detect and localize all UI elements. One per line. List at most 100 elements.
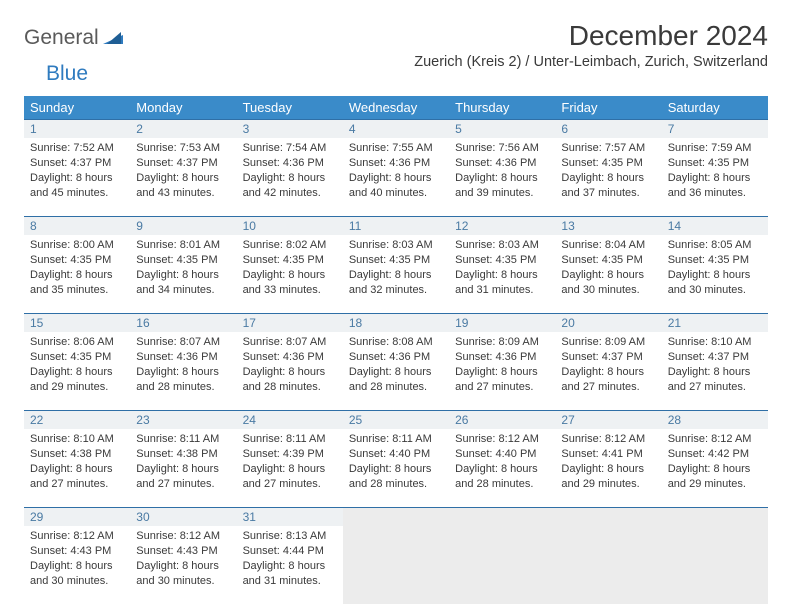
daylight-line: Daylight: 8 hours and 27 minutes. bbox=[30, 462, 124, 492]
sunrise-line: Sunrise: 8:11 AM bbox=[136, 432, 230, 447]
sunset-line: Sunset: 4:36 PM bbox=[243, 156, 337, 171]
day-cell bbox=[555, 526, 661, 604]
day-cell: Sunrise: 8:11 AMSunset: 4:38 PMDaylight:… bbox=[130, 429, 236, 507]
daylight-line: Daylight: 8 hours and 30 minutes. bbox=[668, 268, 762, 298]
week-row: Sunrise: 8:12 AMSunset: 4:43 PMDaylight:… bbox=[24, 526, 768, 604]
sunrise-line: Sunrise: 8:09 AM bbox=[455, 335, 549, 350]
daylight-line: Daylight: 8 hours and 27 minutes. bbox=[561, 365, 655, 395]
daylight-line: Daylight: 8 hours and 32 minutes. bbox=[349, 268, 443, 298]
week-row: Sunrise: 8:10 AMSunset: 4:38 PMDaylight:… bbox=[24, 429, 768, 507]
logo-text-2: Blue bbox=[24, 62, 88, 86]
sunrise-line: Sunrise: 8:11 AM bbox=[349, 432, 443, 447]
weeks-container: 1234567Sunrise: 7:52 AMSunset: 4:37 PMDa… bbox=[24, 119, 768, 604]
sunrise-line: Sunrise: 8:11 AM bbox=[243, 432, 337, 447]
daylight-line: Daylight: 8 hours and 37 minutes. bbox=[561, 171, 655, 201]
day-cell: Sunrise: 8:06 AMSunset: 4:35 PMDaylight:… bbox=[24, 332, 130, 410]
daylight-line: Daylight: 8 hours and 35 minutes. bbox=[30, 268, 124, 298]
sunset-line: Sunset: 4:35 PM bbox=[561, 253, 655, 268]
day-cell: Sunrise: 8:12 AMSunset: 4:43 PMDaylight:… bbox=[24, 526, 130, 604]
day-header: Sunday bbox=[24, 96, 130, 119]
day-header: Wednesday bbox=[343, 96, 449, 119]
day-number: 24 bbox=[237, 411, 343, 429]
title-block: December 2024 Zuerich (Kreis 2) / Unter-… bbox=[414, 20, 768, 70]
day-cell: Sunrise: 8:04 AMSunset: 4:35 PMDaylight:… bbox=[555, 235, 661, 313]
day-cell: Sunrise: 8:02 AMSunset: 4:35 PMDaylight:… bbox=[237, 235, 343, 313]
sunrise-line: Sunrise: 8:07 AM bbox=[243, 335, 337, 350]
daylight-line: Daylight: 8 hours and 29 minutes. bbox=[30, 365, 124, 395]
day-number: 1 bbox=[24, 120, 130, 138]
sunset-line: Sunset: 4:36 PM bbox=[349, 156, 443, 171]
sunrise-line: Sunrise: 8:03 AM bbox=[349, 238, 443, 253]
sunrise-line: Sunrise: 8:10 AM bbox=[668, 335, 762, 350]
day-number: 29 bbox=[24, 508, 130, 526]
location: Zuerich (Kreis 2) / Unter-Leimbach, Zuri… bbox=[414, 54, 768, 70]
daylight-line: Daylight: 8 hours and 45 minutes. bbox=[30, 171, 124, 201]
sunset-line: Sunset: 4:43 PM bbox=[30, 544, 124, 559]
day-number: 9 bbox=[130, 217, 236, 235]
day-number: 13 bbox=[555, 217, 661, 235]
day-number: 12 bbox=[449, 217, 555, 235]
day-cell: Sunrise: 8:11 AMSunset: 4:40 PMDaylight:… bbox=[343, 429, 449, 507]
logo: General bbox=[24, 20, 125, 50]
sunset-line: Sunset: 4:43 PM bbox=[136, 544, 230, 559]
sunrise-line: Sunrise: 7:52 AM bbox=[30, 141, 124, 156]
day-cell: Sunrise: 8:03 AMSunset: 4:35 PMDaylight:… bbox=[449, 235, 555, 313]
day-number: 2 bbox=[130, 120, 236, 138]
sunset-line: Sunset: 4:35 PM bbox=[136, 253, 230, 268]
sunrise-line: Sunrise: 8:10 AM bbox=[30, 432, 124, 447]
daylight-line: Daylight: 8 hours and 27 minutes. bbox=[455, 365, 549, 395]
sunset-line: Sunset: 4:38 PM bbox=[30, 447, 124, 462]
day-cell: Sunrise: 8:01 AMSunset: 4:35 PMDaylight:… bbox=[130, 235, 236, 313]
sunrise-line: Sunrise: 8:00 AM bbox=[30, 238, 124, 253]
sunset-line: Sunset: 4:37 PM bbox=[561, 350, 655, 365]
sunrise-line: Sunrise: 8:07 AM bbox=[136, 335, 230, 350]
day-cell: Sunrise: 8:12 AMSunset: 4:43 PMDaylight:… bbox=[130, 526, 236, 604]
day-cell: Sunrise: 7:53 AMSunset: 4:37 PMDaylight:… bbox=[130, 138, 236, 216]
daylight-line: Daylight: 8 hours and 40 minutes. bbox=[349, 171, 443, 201]
day-number-row: 15161718192021 bbox=[24, 313, 768, 332]
sunset-line: Sunset: 4:36 PM bbox=[243, 350, 337, 365]
sunset-line: Sunset: 4:38 PM bbox=[136, 447, 230, 462]
sunset-line: Sunset: 4:36 PM bbox=[455, 156, 549, 171]
day-number: 26 bbox=[449, 411, 555, 429]
day-cell: Sunrise: 8:12 AMSunset: 4:42 PMDaylight:… bbox=[662, 429, 768, 507]
sunrise-line: Sunrise: 7:54 AM bbox=[243, 141, 337, 156]
day-number-row: 891011121314 bbox=[24, 216, 768, 235]
day-number: 17 bbox=[237, 314, 343, 332]
sunset-line: Sunset: 4:37 PM bbox=[136, 156, 230, 171]
daylight-line: Daylight: 8 hours and 33 minutes. bbox=[243, 268, 337, 298]
sunset-line: Sunset: 4:44 PM bbox=[243, 544, 337, 559]
day-number-row: 293031 bbox=[24, 507, 768, 526]
day-number: 11 bbox=[343, 217, 449, 235]
sunset-line: Sunset: 4:35 PM bbox=[455, 253, 549, 268]
daylight-line: Daylight: 8 hours and 36 minutes. bbox=[668, 171, 762, 201]
daylight-line: Daylight: 8 hours and 30 minutes. bbox=[136, 559, 230, 589]
day-header: Monday bbox=[130, 96, 236, 119]
daylight-line: Daylight: 8 hours and 29 minutes. bbox=[668, 462, 762, 492]
daylight-line: Daylight: 8 hours and 27 minutes. bbox=[668, 365, 762, 395]
day-number: 5 bbox=[449, 120, 555, 138]
sunset-line: Sunset: 4:40 PM bbox=[455, 447, 549, 462]
sunrise-line: Sunrise: 8:05 AM bbox=[668, 238, 762, 253]
daylight-line: Daylight: 8 hours and 28 minutes. bbox=[455, 462, 549, 492]
day-number: 7 bbox=[662, 120, 768, 138]
day-number: 25 bbox=[343, 411, 449, 429]
sunrise-line: Sunrise: 8:08 AM bbox=[349, 335, 443, 350]
sunrise-line: Sunrise: 8:12 AM bbox=[455, 432, 549, 447]
sunrise-line: Sunrise: 8:12 AM bbox=[30, 529, 124, 544]
day-cell: Sunrise: 8:09 AMSunset: 4:37 PMDaylight:… bbox=[555, 332, 661, 410]
day-header: Thursday bbox=[449, 96, 555, 119]
day-cell: Sunrise: 8:07 AMSunset: 4:36 PMDaylight:… bbox=[130, 332, 236, 410]
daylight-line: Daylight: 8 hours and 34 minutes. bbox=[136, 268, 230, 298]
sunset-line: Sunset: 4:42 PM bbox=[668, 447, 762, 462]
day-cell bbox=[343, 526, 449, 604]
logo-text-1: General bbox=[24, 26, 99, 50]
day-cell: Sunrise: 8:08 AMSunset: 4:36 PMDaylight:… bbox=[343, 332, 449, 410]
day-cell: Sunrise: 8:09 AMSunset: 4:36 PMDaylight:… bbox=[449, 332, 555, 410]
sunset-line: Sunset: 4:35 PM bbox=[668, 253, 762, 268]
daylight-line: Daylight: 8 hours and 28 minutes. bbox=[349, 365, 443, 395]
sunset-line: Sunset: 4:35 PM bbox=[243, 253, 337, 268]
daylight-line: Daylight: 8 hours and 28 minutes. bbox=[349, 462, 443, 492]
daylight-line: Daylight: 8 hours and 29 minutes. bbox=[561, 462, 655, 492]
daylight-line: Daylight: 8 hours and 28 minutes. bbox=[243, 365, 337, 395]
